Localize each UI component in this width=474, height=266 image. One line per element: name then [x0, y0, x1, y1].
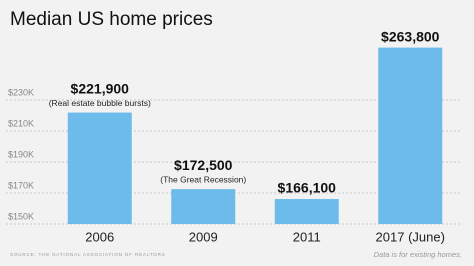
value-label: $263,800	[381, 28, 440, 44]
y-tick-label: $230K	[8, 87, 34, 97]
chart-title: Median US home prices	[10, 9, 213, 30]
y-tick-label: $190K	[8, 149, 34, 159]
y-tick-label: $150K	[8, 211, 34, 221]
x-tick-label: 2017 (June)	[376, 229, 445, 244]
value-label: $172,500	[174, 157, 233, 173]
bar	[274, 199, 339, 224]
source: SOURCE: THE NATIONAL ASSOCIATION OF REAL…	[10, 252, 166, 257]
annotation: (The Great Recession)	[160, 174, 246, 184]
value-label: $166,100	[278, 180, 337, 196]
bar	[378, 47, 443, 224]
bar	[67, 112, 132, 224]
y-tick-label: $170K	[8, 180, 34, 190]
y-tick-label: $210K	[8, 118, 34, 128]
bar	[171, 189, 236, 224]
x-tick-label: 2011	[293, 229, 321, 244]
annotation: (Real estate bubble bursts)	[49, 98, 151, 108]
x-tick-label: 2009	[189, 229, 218, 244]
value-label: $221,900	[71, 80, 130, 96]
footnote: Data is for existing homes.	[374, 250, 462, 259]
x-tick-label: 2006	[85, 229, 114, 244]
